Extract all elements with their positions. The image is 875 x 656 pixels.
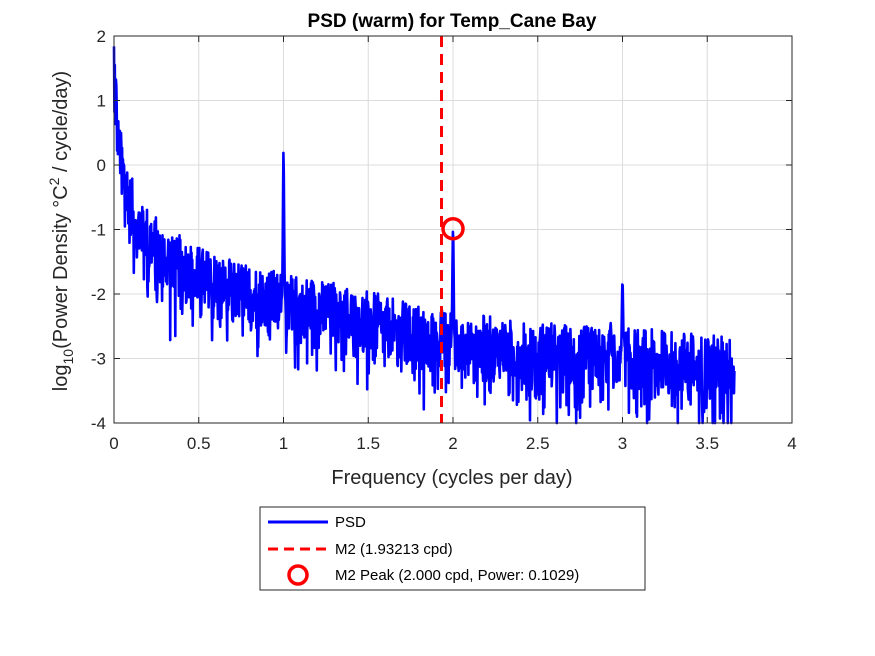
x-tick-label: 0.5 (187, 434, 211, 453)
y-axis-label-mid: (Power Density °C (50, 185, 72, 349)
m2-peak-marker (441, 216, 465, 241)
x-axis-label: Frequency (cycles per day) (331, 467, 572, 489)
y-axis-label-sub: 10 (60, 349, 76, 365)
y-axis-label: log10(Power Density °C2 / cycle/day) (46, 71, 76, 391)
y-tick-label: 0 (97, 156, 106, 175)
series-layer (112, 36, 736, 425)
legend-psd-label: PSD (335, 514, 366, 531)
x-tick-label: 3 (618, 434, 627, 453)
x-tick-label: 2.5 (526, 434, 550, 453)
y-axis-label-log: log (50, 364, 72, 391)
y-tick-label: -4 (91, 414, 106, 433)
legend-m2-label: M2 (1.93213 cpd) (335, 541, 453, 558)
x-tick-label: 1.5 (356, 434, 380, 453)
legend-m2-peak-swatch (287, 564, 309, 586)
y-tick-label: -1 (91, 221, 106, 240)
x-tick-label: 3.5 (695, 434, 719, 453)
x-tick-label: 0 (109, 434, 118, 453)
y-axis-label-sup: 2 (46, 177, 62, 185)
y-tick-label: 1 (97, 92, 106, 111)
psd-line (112, 46, 736, 425)
x-tick-label: 4 (787, 434, 796, 453)
chart-title: PSD (warm) for Temp_Cane Bay (308, 11, 597, 32)
legend-m2-peak-label: M2 Peak (2.000 cpd, Power: 0.1029) (335, 567, 579, 584)
tick-layer: 0 0.5 1 1.5 2 2.5 3 3.5 4 -4 -3 -2 -1 0 1 2 (91, 27, 797, 453)
y-tick-label: -3 (91, 350, 106, 369)
y-tick-label: -2 (91, 285, 106, 304)
x-tick-label: 2 (448, 434, 457, 453)
y-axis-label-suffix: / cycle/day) (50, 71, 72, 178)
legend: PSD M2 (1.93213 cpd) M2 Peak (2.000 cpd,… (259, 506, 646, 591)
y-tick-label: 2 (97, 27, 106, 46)
x-tick-label: 1 (279, 434, 288, 453)
